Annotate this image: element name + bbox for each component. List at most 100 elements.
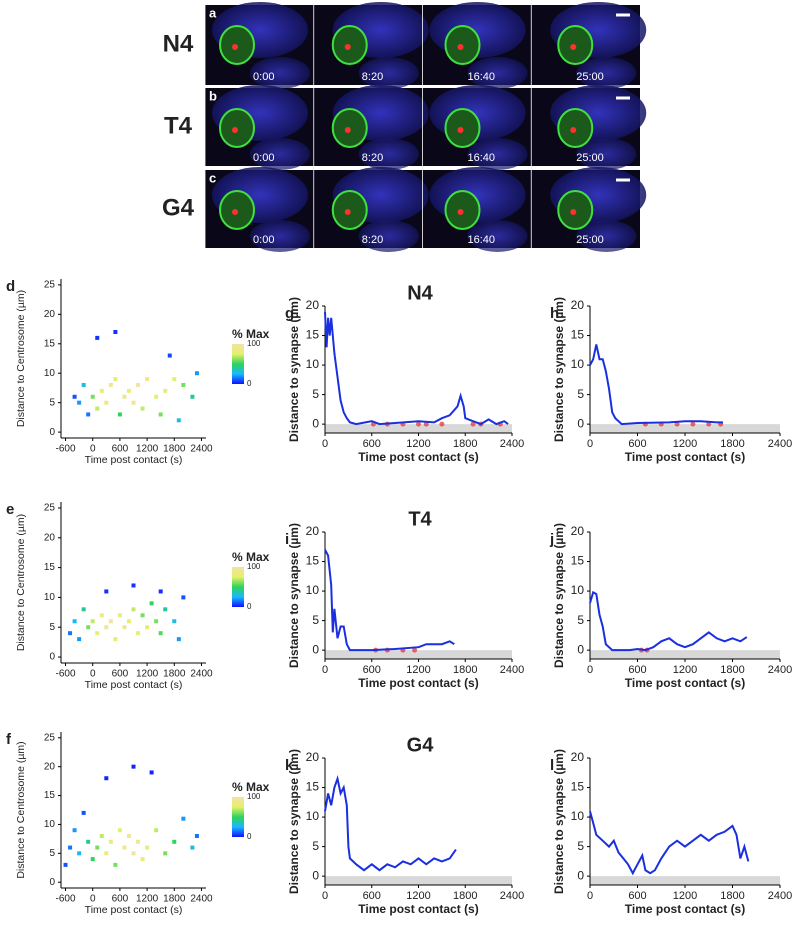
red-marker: [470, 421, 476, 427]
density-point: [104, 589, 109, 594]
density-point: [108, 839, 113, 844]
density-point: [104, 851, 109, 856]
density-point: [172, 619, 177, 624]
colorbar-tick-label: 100: [247, 562, 261, 571]
colorbar-tick-label: 0: [247, 602, 252, 611]
y-tick-label: 10: [306, 357, 320, 371]
density-point: [194, 834, 199, 838]
cell-red: [457, 44, 464, 50]
cell-blue: [576, 220, 637, 252]
density-point: [131, 583, 136, 588]
baseline-band: [590, 424, 780, 433]
row-label: T4: [164, 112, 193, 139]
x-axis-label: Time post contact (s): [625, 902, 745, 916]
chart-title: T4: [408, 508, 432, 530]
y-tick-label: 20: [44, 309, 56, 320]
time-stamp: 25:00: [576, 71, 604, 83]
x-tick-label: 1800: [453, 664, 477, 676]
density-point: [77, 637, 82, 642]
x-tick-label: 600: [363, 890, 381, 902]
x-axis-label: Time post contact (s): [85, 679, 183, 691]
red-marker: [412, 647, 418, 653]
cell-blue: [467, 220, 528, 252]
y-tick-label: 5: [577, 839, 584, 853]
time-stamp: 8:20: [362, 152, 383, 164]
density-point: [81, 383, 86, 387]
density-point: [117, 613, 122, 618]
cell-blue: [250, 57, 310, 89]
density-point: [126, 388, 131, 393]
density-point: [145, 625, 150, 630]
cell-blue: [358, 138, 419, 170]
x-tick-label: 0: [322, 438, 328, 450]
density-point: [113, 862, 118, 867]
density-point: [154, 619, 159, 624]
density-point: [131, 400, 136, 405]
time-stamp: 16:40: [467, 234, 495, 246]
y-tick-label: 10: [571, 583, 585, 597]
y-tick-label: 5: [49, 622, 55, 633]
time-stamp: 8:20: [362, 71, 383, 83]
x-tick-label: 2400: [190, 894, 213, 905]
x-tick-label: 2400: [768, 890, 792, 902]
distance-line: [589, 810, 750, 876]
density-point: [117, 828, 122, 833]
x-tick-label: 0: [90, 894, 96, 905]
y-axis-label: Distance to Centrosome (µm): [15, 290, 27, 427]
density-point: [172, 377, 177, 382]
y-axis-label: Distance to Centrosome (µm): [15, 514, 27, 651]
x-tick-label: 2400: [190, 669, 213, 680]
cell-blue: [358, 220, 419, 252]
density-point: [194, 371, 199, 376]
colorbar-label: % Max: [232, 780, 270, 794]
distance-line: [589, 590, 748, 652]
cell-red: [570, 209, 577, 215]
cell-red: [344, 127, 351, 133]
panel-letter: a: [209, 5, 217, 20]
density-point: [90, 857, 95, 862]
cell-blue: [576, 57, 637, 89]
x-tick-label: 1200: [406, 890, 430, 902]
x-tick-label: 2400: [768, 664, 792, 676]
density-point: [140, 857, 145, 862]
x-axis-label: Time post contact (s): [625, 676, 745, 690]
y-tick-label: 0: [577, 868, 584, 882]
x-tick-label: 1200: [136, 669, 159, 680]
density-point: [149, 770, 154, 775]
density-point: [154, 394, 159, 399]
x-axis-label: Time post contact (s): [85, 904, 183, 916]
baseline-band: [325, 876, 512, 885]
density-point: [95, 335, 100, 340]
y-tick-label: 10: [44, 592, 56, 603]
chart: l 0 5 10 15 20 0 600 1200 1800 2400 Time post conta…: [550, 749, 792, 916]
density-point: [113, 377, 118, 382]
panel-letter: j: [549, 531, 554, 548]
density-point: [108, 619, 113, 624]
density-point: [176, 418, 181, 423]
density-point: [163, 388, 168, 393]
y-tick-label: 10: [306, 583, 320, 597]
cell-red: [344, 209, 351, 215]
y-tick-label: 5: [49, 397, 55, 408]
x-tick-label: 1200: [673, 438, 697, 450]
y-tick-label: 20: [571, 750, 585, 764]
distance-line: [324, 549, 455, 652]
chart: g N4 0 5 10 15 20 0 600 1200 1800 2400 Time post con…: [285, 282, 524, 464]
y-tick-label: 0: [49, 877, 55, 888]
y-axis-label: Distance to synapse (µm): [552, 297, 566, 442]
density-point: [86, 839, 91, 844]
y-tick-label: 15: [571, 554, 585, 568]
density-point: [86, 412, 91, 417]
x-tick-label: 1200: [673, 664, 697, 676]
time-stamp: 0:00: [253, 71, 274, 83]
time-stamp: 8:20: [362, 234, 383, 246]
density-point: [181, 816, 186, 821]
x-axis-label: Time post contact (s): [85, 454, 183, 466]
y-tick-label: 5: [577, 387, 584, 401]
density-point: [113, 637, 118, 642]
x-tick-label: 2400: [768, 438, 792, 450]
density-point: [104, 625, 109, 630]
cell-red: [570, 127, 577, 133]
